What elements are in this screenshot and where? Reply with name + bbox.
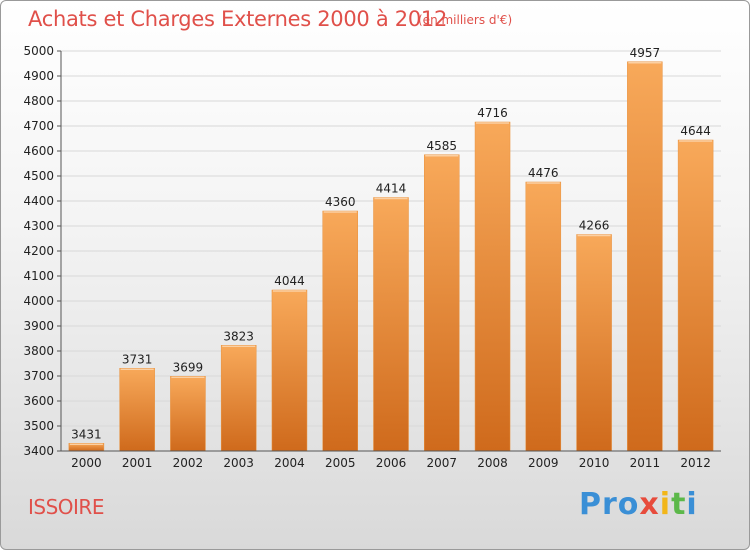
y-tick-label: 3800 (23, 344, 54, 358)
proxiti-logo: Proxiti (579, 487, 698, 522)
y-tick-label: 4200 (23, 244, 54, 258)
x-tick-label-2005: 2005 (325, 456, 356, 470)
bar-2007 (424, 154, 460, 452)
chart-unit: (en milliers d'€) (418, 13, 513, 27)
x-axis-ticks: 2000 2001 2002 2003 2004 2005 2006 2007 2008 2009… (71, 456, 711, 470)
data-label-2004: 4044 (274, 274, 305, 288)
data-label-2012: 4644 (680, 124, 711, 138)
y-tick-label: 4900 (23, 69, 54, 83)
data-label-2002: 3699 (173, 360, 204, 374)
y-tick-label: 4300 (23, 219, 54, 233)
bar-2002 (170, 376, 206, 452)
x-tick-label-2011: 2011 (630, 456, 661, 470)
logo-part-4: t (671, 487, 687, 522)
bar-2004 (271, 289, 308, 452)
y-tick-label: 3900 (23, 319, 54, 333)
x-tick-label-2000: 2000 (71, 456, 102, 470)
data-label-2001: 3731 (122, 352, 153, 366)
logo-part-2: x (639, 487, 660, 522)
bar-2009 (525, 181, 562, 452)
y-tick-label: 4600 (23, 144, 54, 158)
bar-2011 (627, 61, 663, 452)
bar-2012 (677, 139, 714, 452)
y-tick-label: 5000 (23, 44, 54, 58)
x-tick-label-2009: 2009 (528, 456, 559, 470)
data-label-2011: 4957 (630, 46, 661, 60)
y-tick-label: 3500 (23, 419, 54, 433)
bar-2008 (474, 121, 511, 452)
x-tick-label-2003: 2003 (223, 456, 254, 470)
x-tick-label-2002: 2002 (173, 456, 204, 470)
bar-2005 (322, 210, 358, 452)
bar-2006 (373, 197, 409, 452)
y-tick-label: 4100 (23, 269, 54, 283)
y-tick-label: 3400 (23, 444, 54, 458)
data-label-2007: 4585 (426, 139, 457, 153)
logo-part-1: Pro (579, 487, 640, 522)
bar-2001 (119, 368, 155, 452)
x-tick-label-2004: 2004 (274, 456, 305, 470)
bar-2003 (220, 345, 257, 452)
y-tick-label: 3600 (23, 394, 54, 408)
data-labels: 3431 3731 3699 3823 4044 4360 4414 4585 4716 4476… (71, 46, 711, 442)
data-label-2000: 3431 (71, 427, 102, 441)
bar-2010 (576, 234, 612, 452)
data-label-2010: 4266 (579, 219, 610, 233)
data-label-2003: 3823 (223, 329, 254, 343)
logo-part-3: i (659, 487, 672, 522)
x-tick-label-2012: 2012 (680, 456, 711, 470)
data-label-2009: 4476 (528, 166, 559, 180)
bars (68, 61, 714, 452)
city-name: ISSOIRE (28, 495, 104, 519)
data-label-2006: 4414 (376, 182, 407, 196)
x-tick-label-2006: 2006 (376, 456, 407, 470)
data-label-2005: 4360 (325, 195, 356, 209)
y-tick-label: 4700 (23, 119, 54, 133)
y-tick-label: 4000 (23, 294, 54, 308)
y-axis-ticks: 3400 3500 3600 3700 3800 3900 4000 4100 4200 4300… (23, 44, 721, 458)
x-tick-label-2001: 2001 (122, 456, 153, 470)
y-tick-label: 4400 (23, 194, 54, 208)
x-tick-label-2010: 2010 (579, 456, 610, 470)
data-label-2008: 4716 (477, 106, 508, 120)
x-tick-label-2007: 2007 (426, 456, 457, 470)
y-tick-label: 4800 (23, 94, 54, 108)
y-tick-label: 4500 (23, 169, 54, 183)
x-tick-label-2008: 2008 (477, 456, 508, 470)
y-tick-label: 3700 (23, 369, 54, 383)
chart-title: Achats et Charges Externes 2000 à 2012 (28, 7, 448, 31)
logo-part-5: i (686, 487, 698, 522)
